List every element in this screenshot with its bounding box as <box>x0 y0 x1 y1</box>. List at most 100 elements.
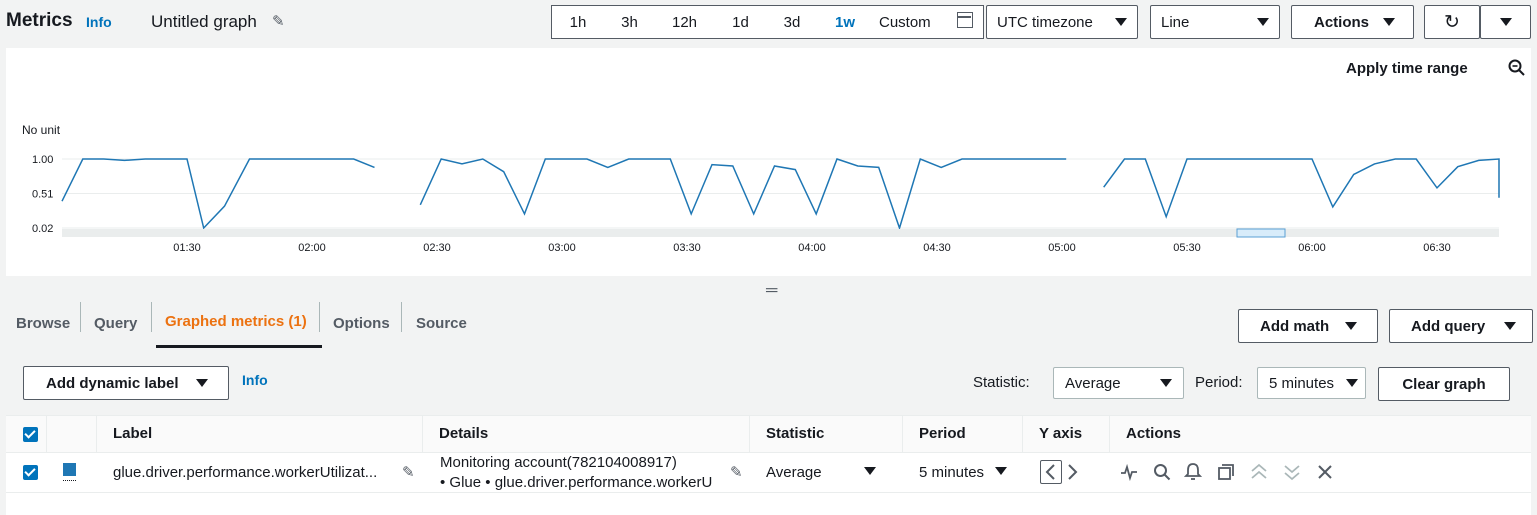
graph-name[interactable]: Untitled graph <box>151 12 257 31</box>
refresh-icon: ↻ <box>1444 11 1460 33</box>
period-select[interactable]: 5 minutes <box>1257 367 1366 399</box>
refresh-button[interactable]: ↻ <box>1424 5 1480 39</box>
column-header-statistic[interactable]: Statistic <box>766 425 825 442</box>
actions-label: Actions <box>1314 13 1370 31</box>
close-icon[interactable] <box>1316 463 1334 486</box>
series-color-swatch[interactable] <box>63 463 76 476</box>
statistic-value: Average <box>1065 375 1121 392</box>
x-tick-label: 03:00 <box>548 242 576 254</box>
series-line[interactable] <box>419 157 1067 231</box>
top-bar: Metrics Info Untitled graph ✎ 1h 3h 12h … <box>0 0 1537 44</box>
tab-browse[interactable]: Browse <box>16 314 71 332</box>
timezone-select[interactable]: UTC timezone <box>986 5 1138 39</box>
caret-down-icon <box>1115 18 1127 26</box>
line-style-indicator <box>63 480 76 481</box>
zoom-out-icon[interactable] <box>1508 59 1525 76</box>
add-math-button[interactable]: Add math <box>1238 309 1378 343</box>
period-value: 5 minutes <box>1269 375 1335 392</box>
column-header-y-axis[interactable]: Y axis <box>1039 425 1083 442</box>
caret-down-icon <box>1160 379 1172 387</box>
timezone-label: UTC timezone <box>997 13 1093 31</box>
tab-options[interactable]: Options <box>333 314 390 332</box>
select-all-checkbox[interactable] <box>23 427 38 442</box>
range-3h[interactable]: 3h <box>621 13 638 31</box>
y-tick-label: 0.02 <box>32 223 53 235</box>
tab-graphed-metrics[interactable]: Graphed metrics (1) <box>156 298 322 348</box>
caret-down-icon <box>196 379 208 387</box>
edit-label-pencil-icon[interactable]: ✎ <box>402 464 415 481</box>
x-tick-label: 05:00 <box>1048 242 1076 254</box>
tab-source[interactable]: Source <box>416 314 467 332</box>
y-axis-label: No unit <box>22 123 61 137</box>
caret-down-icon <box>1346 379 1358 387</box>
edit-details-pencil-icon[interactable]: ✎ <box>730 464 743 481</box>
column-header-period[interactable]: Period <box>919 425 966 442</box>
column-header-label[interactable]: Label <box>113 425 153 442</box>
move-down-icon[interactable] <box>1282 462 1302 487</box>
table-header <box>6 415 1531 453</box>
range-custom[interactable]: Custom <box>879 13 931 31</box>
y-tick-label: 0.51 <box>32 189 53 201</box>
caret-down-icon <box>1500 18 1512 26</box>
range-12h[interactable]: 12h <box>671 13 698 31</box>
y-tick-label: 1.00 <box>32 154 53 166</box>
table-row <box>6 453 1531 493</box>
statistic-select[interactable]: Average <box>1053 367 1184 399</box>
refresh-options-button[interactable] <box>1480 5 1531 39</box>
graph-metric-icon[interactable] <box>1120 463 1138 486</box>
y-axis-right-button[interactable] <box>1065 461 1081 483</box>
clear-graph-label: Clear graph <box>1402 375 1486 393</box>
metric-chart[interactable]: No unit 1.00 0.51 0.02 01:30 02:00 02:30 03:0… <box>0 0 1537 280</box>
series-line[interactable] <box>1103 158 1500 219</box>
tab-query[interactable]: Query <box>94 314 138 332</box>
duplicate-icon[interactable] <box>1217 463 1235 486</box>
info-link[interactable]: Info <box>86 14 112 30</box>
column-header-details[interactable]: Details <box>439 425 489 442</box>
range-1h[interactable]: 1h <box>569 13 587 31</box>
info-link-2[interactable]: Info <box>242 372 268 388</box>
edit-pencil-icon[interactable]: ✎ <box>272 13 285 30</box>
metric-label[interactable]: glue.driver.performance.workerUtilizat..… <box>113 464 378 481</box>
move-up-icon[interactable] <box>1249 462 1269 487</box>
range-1d[interactable]: 1d <box>732 13 749 31</box>
resize-handle-icon[interactable]: ═ <box>766 282 778 299</box>
range-1w[interactable]: 1w <box>834 13 855 31</box>
time-scrubber-track[interactable] <box>62 229 1499 237</box>
calendar-icon[interactable] <box>957 12 973 28</box>
statistic-label: Statistic: <box>973 374 1030 391</box>
x-tick-label: 01:30 <box>173 242 201 254</box>
add-math-label: Add math <box>1260 317 1330 335</box>
search-icon[interactable] <box>1153 463 1171 486</box>
apply-time-range[interactable]: Apply time range <box>1346 60 1468 77</box>
chart-type-select[interactable]: Line <box>1150 5 1280 39</box>
row-statistic-value[interactable]: Average <box>766 464 822 481</box>
caret-down-icon <box>1504 322 1516 330</box>
clear-graph-button[interactable]: Clear graph <box>1378 367 1510 401</box>
row-period-value[interactable]: 5 minutes <box>919 464 985 481</box>
page-title: Metrics <box>6 10 73 31</box>
x-tick-label: 05:30 <box>1173 242 1201 254</box>
x-tick-label: 06:30 <box>1423 242 1451 254</box>
metric-details-line2: • Glue • glue.driver.performance.workerU <box>440 474 713 491</box>
caret-down-icon[interactable] <box>995 467 1007 475</box>
metric-details-line1: Monitoring account(782104008917) <box>440 454 677 471</box>
time-range-group: 1h 3h 12h 1d 3d 1w Custom <box>551 5 984 39</box>
caret-down-icon <box>1383 18 1395 26</box>
time-scrubber-handle[interactable] <box>1236 228 1286 238</box>
actions-button[interactable]: Actions <box>1291 5 1414 39</box>
caret-down-icon[interactable] <box>864 467 876 475</box>
series-line[interactable] <box>61 158 375 230</box>
add-query-button[interactable]: Add query <box>1389 309 1533 343</box>
period-label: Period: <box>1195 374 1243 391</box>
y-axis-left-button[interactable] <box>1040 460 1062 484</box>
row-checkbox[interactable] <box>23 465 38 480</box>
chart-panel <box>6 48 1531 276</box>
add-query-label: Add query <box>1411 317 1486 335</box>
x-tick-label: 02:30 <box>423 242 451 254</box>
column-header-actions[interactable]: Actions <box>1126 425 1182 442</box>
caret-down-icon <box>1257 18 1269 26</box>
range-3d[interactable]: 3d <box>783 13 801 31</box>
add-dynamic-label-button[interactable]: Add dynamic label <box>23 366 229 400</box>
x-tick-label: 06:00 <box>1298 242 1326 254</box>
alarm-bell-icon[interactable] <box>1183 462 1203 486</box>
